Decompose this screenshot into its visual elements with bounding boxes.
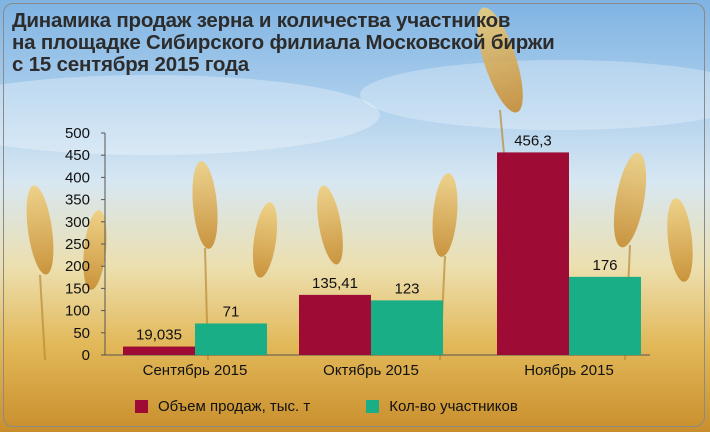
legend-swatch-sales — [135, 400, 148, 413]
sales-bar — [299, 294, 371, 355]
legend-item-sales: Объем продаж, тыс. т — [135, 398, 310, 415]
y-tick-label: 300 — [65, 214, 90, 231]
sales-data-label: 456,3 — [514, 132, 552, 149]
y-tick-label: 350 — [65, 192, 90, 209]
participants-data-label: 71 — [223, 303, 240, 320]
sales-bar — [123, 346, 195, 355]
x-category-label: Ноябрь 2015 — [524, 362, 614, 379]
y-tick-label: 400 — [65, 169, 90, 186]
y-tick-label: 250 — [65, 236, 90, 253]
sales-bar — [497, 152, 569, 355]
y-tick-label: 500 — [65, 125, 90, 142]
sales-data-label: 19,035 — [136, 327, 182, 344]
participants-bar — [371, 300, 443, 355]
y-tick-label: 200 — [65, 258, 90, 275]
chart-title: Динамика продаж зерна и количества участ… — [12, 10, 572, 76]
chart-title-line-2: на площадке Сибирского филиала Московско… — [12, 31, 555, 54]
participants-data-label: 123 — [394, 280, 419, 297]
y-tick-label: 450 — [65, 147, 90, 164]
participants-data-label: 176 — [592, 257, 617, 274]
y-tick-label: 100 — [65, 303, 90, 320]
legend-label-sales: Объем продаж, тыс. т — [158, 398, 311, 415]
legend-swatch-participants — [366, 400, 380, 413]
y-tick-label: 50 — [73, 325, 90, 342]
chart-legend: Объем продаж, тыс. т Кол-во участников — [135, 398, 518, 415]
legend-item-participants: Кол-во участников — [366, 398, 518, 415]
y-tick-label: 150 — [65, 280, 90, 297]
panel-frame — [3, 3, 705, 427]
y-tick-label: 0 — [82, 347, 90, 364]
sales-data-label: 135,41 — [312, 275, 358, 292]
x-category-label: Октябрь 2015 — [323, 362, 419, 379]
chart-title-line-3: с 15 сентября 2015 года — [12, 53, 249, 76]
chart-title-line-1: Динамика продаж зерна и количества участ… — [12, 9, 511, 32]
legend-label-participants: Кол-во участников — [389, 398, 518, 415]
participants-bar — [195, 323, 267, 355]
participants-bar — [569, 276, 641, 355]
x-category-label: Сентябрь 2015 — [143, 362, 248, 379]
